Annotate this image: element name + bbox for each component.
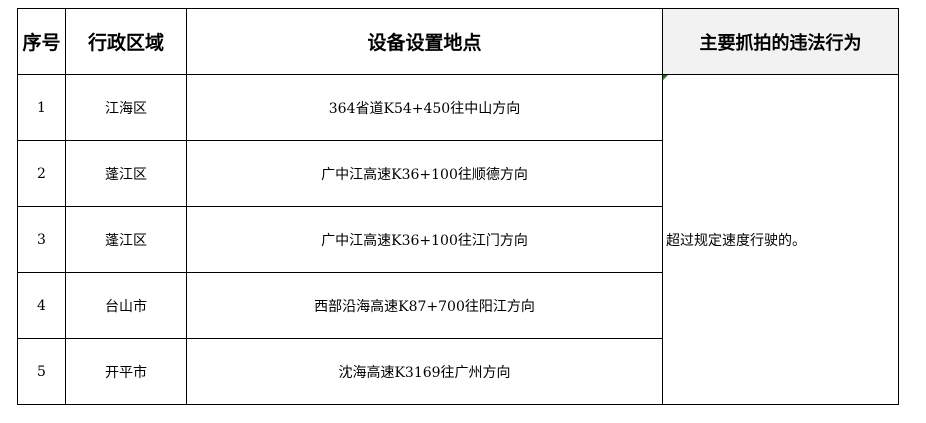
cell-district: 蓬江区 xyxy=(65,140,187,207)
cell-no: 5 xyxy=(17,338,66,405)
cell-district: 开平市 xyxy=(65,338,187,405)
cell-district: 江海区 xyxy=(65,74,187,141)
cell-behavior: 超过规定速度行驶的。 xyxy=(662,74,899,405)
header-location: 设备设置地点 xyxy=(186,8,663,75)
header-no: 序号 xyxy=(17,8,66,75)
cell-location: 364省道K54+450往中山方向 xyxy=(186,74,663,141)
header-row: 序号 行政区域 设备设置地点 主要抓拍的违法行为 xyxy=(17,8,899,75)
cell-district: 蓬江区 xyxy=(65,206,187,273)
cell-comment-marker xyxy=(663,75,668,80)
cell-location: 沈海高速K3169往广州方向 xyxy=(186,338,663,405)
cell-no: 3 xyxy=(17,206,66,273)
table-row: 1 江海区 364省道K54+450往中山方向 超过规定速度行驶的。 xyxy=(17,74,899,405)
header-district: 行政区域 xyxy=(65,8,187,75)
table-row: 5 开平市 沈海高速K3169往广州方向 xyxy=(17,338,899,405)
cell-location: 广中江高速K36+100往江门方向 xyxy=(186,206,663,273)
cell-no: 2 xyxy=(17,140,66,207)
table-row: 3 蓬江区 广中江高速K36+100往江门方向 xyxy=(17,206,899,273)
behavior-text: 超过规定速度行驶的。 xyxy=(666,232,806,249)
cell-location: 西部沿海高速K87+700往阳江方向 xyxy=(186,272,663,339)
cell-location: 广中江高速K36+100往顺德方向 xyxy=(186,140,663,207)
camera-locations-table: 序号 行政区域 设备设置地点 主要抓拍的违法行为 1 江海区 364省道K54+… xyxy=(17,8,899,405)
cell-district: 台山市 xyxy=(65,272,187,339)
header-behavior: 主要抓拍的违法行为 xyxy=(662,8,899,75)
cell-no: 1 xyxy=(17,74,66,141)
cell-no: 4 xyxy=(17,272,66,339)
